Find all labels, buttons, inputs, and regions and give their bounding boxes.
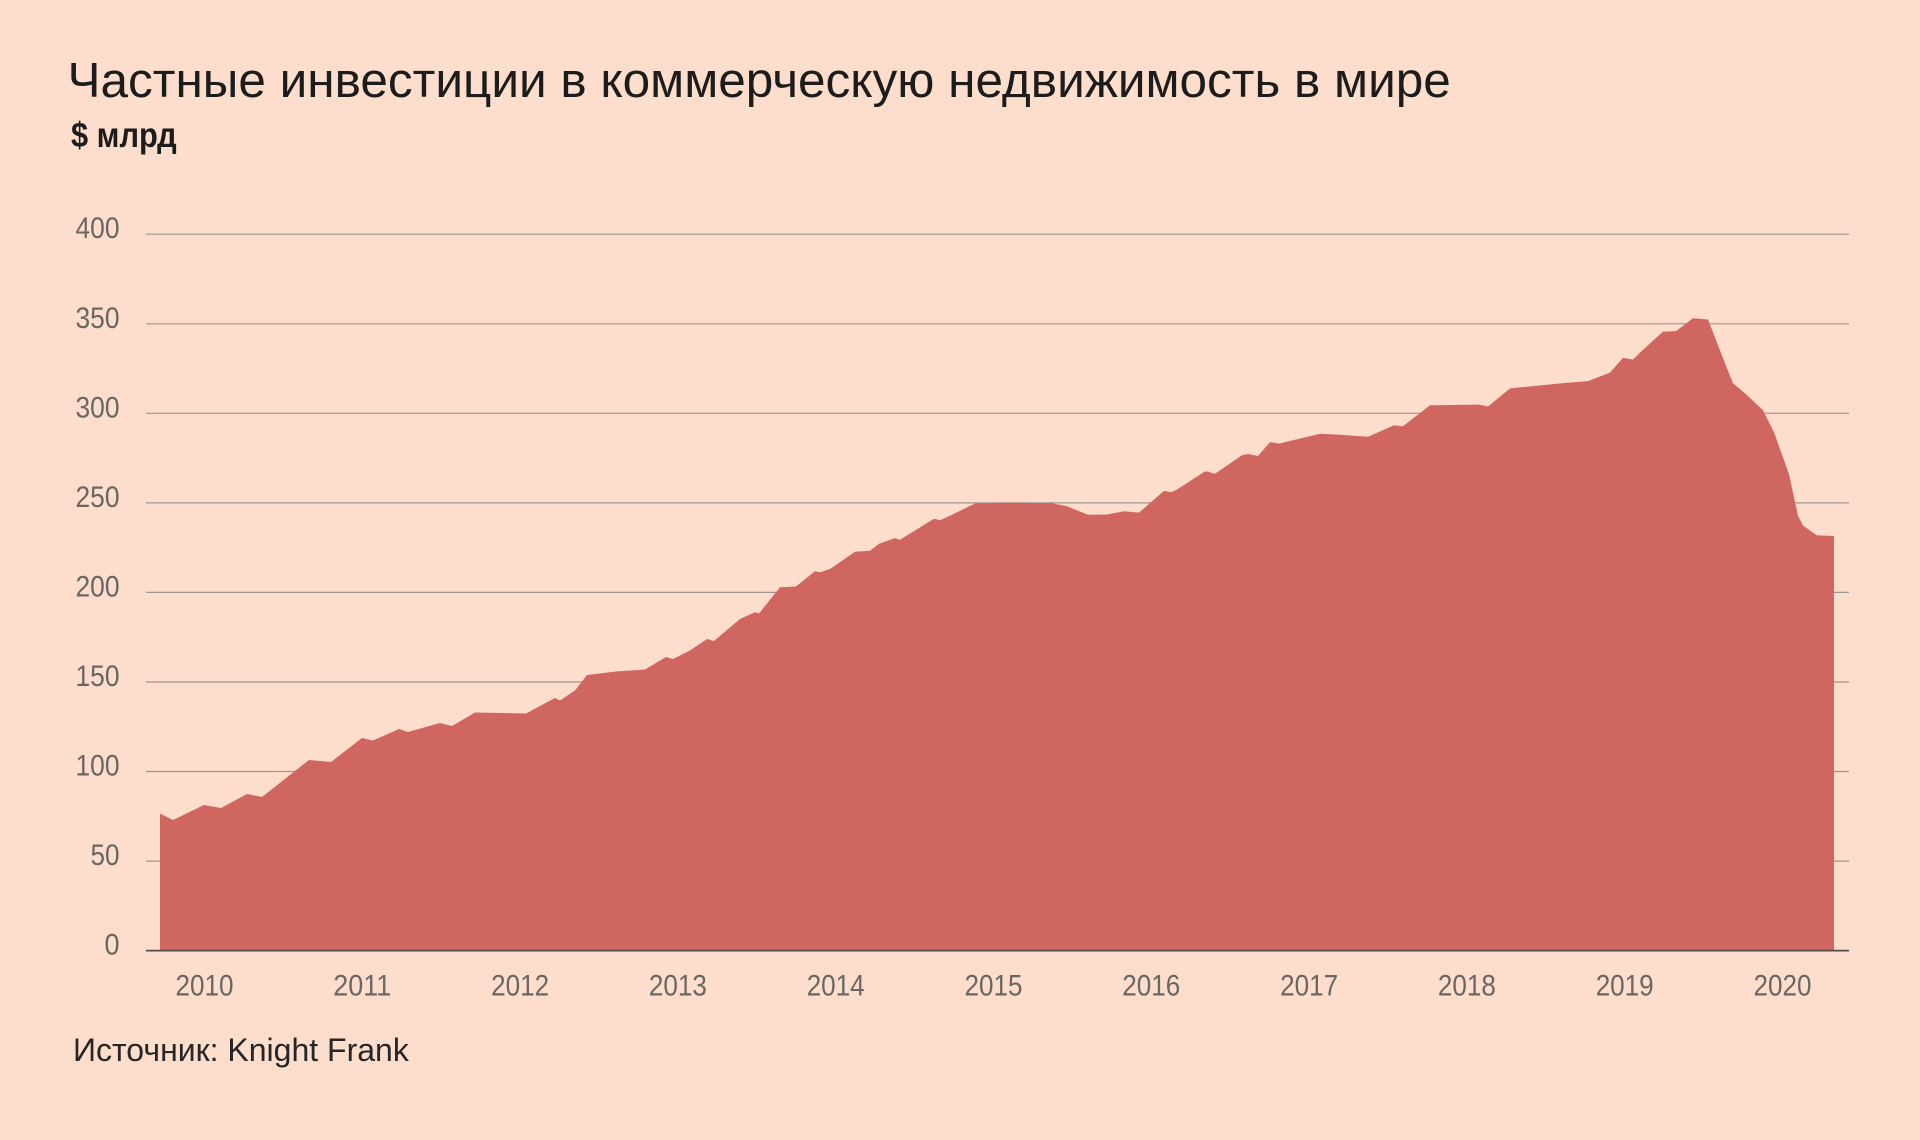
- svg-text:2019: 2019: [1596, 970, 1654, 1003]
- svg-text:2020: 2020: [1754, 970, 1812, 1003]
- svg-text:2013: 2013: [649, 970, 707, 1003]
- svg-text:50: 50: [91, 839, 120, 872]
- svg-text:300: 300: [76, 391, 120, 424]
- svg-text:2012: 2012: [491, 970, 549, 1003]
- svg-text:250: 250: [76, 481, 120, 514]
- svg-text:2018: 2018: [1438, 970, 1496, 1003]
- svg-text:2016: 2016: [1122, 970, 1180, 1003]
- svg-text:2011: 2011: [333, 970, 391, 1003]
- svg-text:2014: 2014: [807, 970, 865, 1003]
- svg-text:100: 100: [76, 750, 120, 783]
- svg-text:150: 150: [76, 660, 120, 693]
- svg-text:0: 0: [105, 929, 120, 962]
- svg-text:350: 350: [76, 302, 120, 335]
- svg-text:2010: 2010: [176, 970, 234, 1003]
- svg-text:200: 200: [76, 570, 120, 603]
- svg-text:400: 400: [76, 212, 120, 245]
- svg-text:2017: 2017: [1280, 970, 1338, 1003]
- svg-text:2015: 2015: [965, 970, 1023, 1003]
